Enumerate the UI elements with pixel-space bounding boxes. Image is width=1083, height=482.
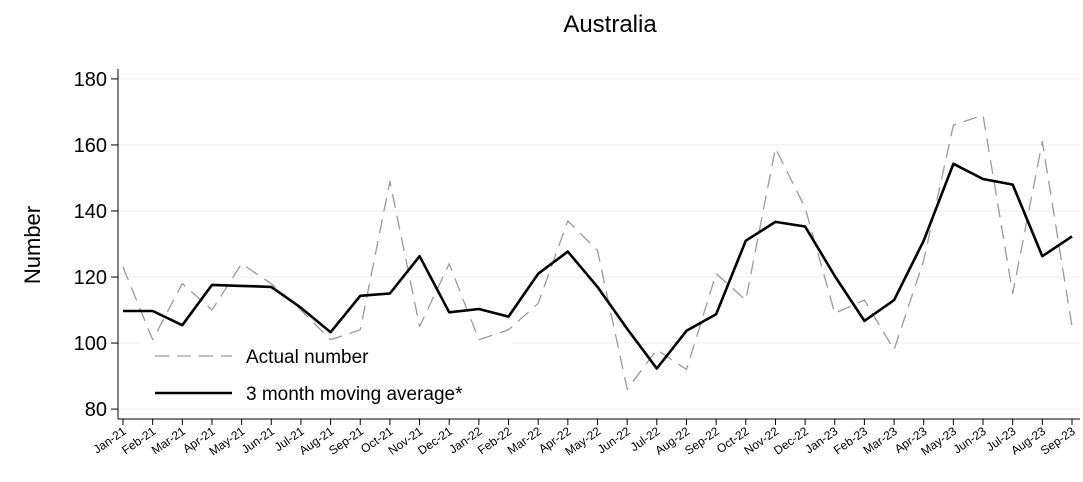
x-tick-label: Mar-23 xyxy=(861,424,900,457)
x-tick-label: Jun-22 xyxy=(595,424,633,457)
chart-title: Australia xyxy=(563,11,657,38)
x-tick-label: Sep-21 xyxy=(326,424,366,458)
y-tick-label: 100 xyxy=(74,333,107,355)
x-tick-label: Dec-22 xyxy=(771,424,811,458)
x-tick-label: Dec-21 xyxy=(415,424,455,458)
y-tick-label: 180 xyxy=(74,69,107,91)
x-tick-label: Mar-21 xyxy=(149,424,188,457)
x-tick-label: Jun-21 xyxy=(239,424,277,457)
legend-label: Actual number xyxy=(246,347,369,368)
data-line xyxy=(122,114,1073,390)
x-tick-label: Jun-23 xyxy=(951,424,989,457)
data-line xyxy=(123,162,1073,370)
legend-label: 3 month moving average* xyxy=(246,384,463,405)
legend-box xyxy=(140,340,512,408)
y-tick-label: 160 xyxy=(74,135,107,157)
y-tick-label: 140 xyxy=(74,201,107,223)
y-tick-label: 80 xyxy=(85,399,107,421)
y-tick-label: 120 xyxy=(74,267,107,289)
x-tick-label: Sep-23 xyxy=(1038,424,1078,458)
x-tick-label: Mar-22 xyxy=(505,424,544,457)
x-tick-label: Sep-22 xyxy=(682,424,722,458)
y-axis-label: Number xyxy=(20,206,45,284)
